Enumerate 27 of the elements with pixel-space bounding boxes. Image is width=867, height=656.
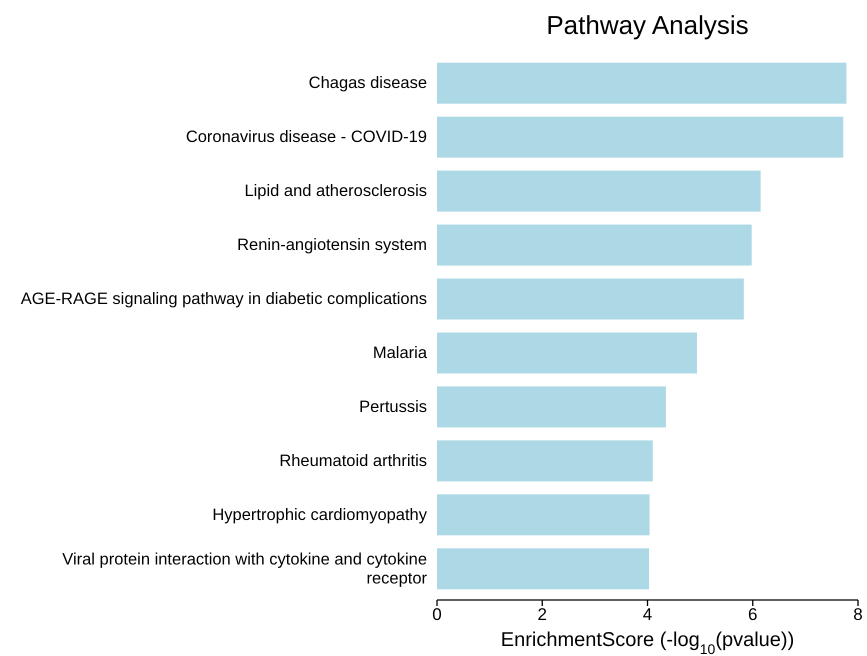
chart-title: Pathway Analysis: [546, 10, 749, 40]
bar: [437, 278, 744, 320]
y-tick-label: Chagas disease: [308, 74, 427, 92]
y-tick-label: Rheumatoid arthritis: [279, 452, 427, 470]
y-tick-label: Viral protein interaction with cytokine and cytokine receptor: [62, 550, 428, 588]
y-tick-label: Lipid and atherosclerosis: [244, 182, 427, 200]
bar: [437, 548, 650, 590]
y-tick-label: Malaria: [372, 344, 428, 362]
bar: [437, 440, 653, 482]
y-tick-label: AGE-RAGE signaling pathway in diabetic complications: [20, 290, 427, 308]
bar: [437, 332, 697, 374]
x-axis-title: EnrichmentScore (-log$_{10}$(pvalue)): [500, 629, 794, 656]
bar: [437, 116, 844, 158]
x-tick-label: 6: [748, 605, 758, 624]
bar: [437, 494, 650, 536]
x-tick-label: 4: [642, 605, 652, 624]
y-tick-label: Pertussis: [359, 398, 427, 416]
bar: [437, 386, 666, 428]
bar: [437, 62, 846, 104]
y-tick-label: Hypertrophic cardiomyopathy: [212, 506, 428, 524]
x-tick-label: 8: [853, 605, 863, 624]
x-tick-label: 2: [538, 605, 547, 624]
bar: [437, 224, 752, 266]
y-tick-label: Coronavirus disease - COVID-19: [186, 128, 427, 146]
y-tick-label: Renin-angiotensin system: [237, 236, 427, 254]
x-tick-label: 0: [432, 605, 442, 624]
bar: [437, 170, 761, 212]
